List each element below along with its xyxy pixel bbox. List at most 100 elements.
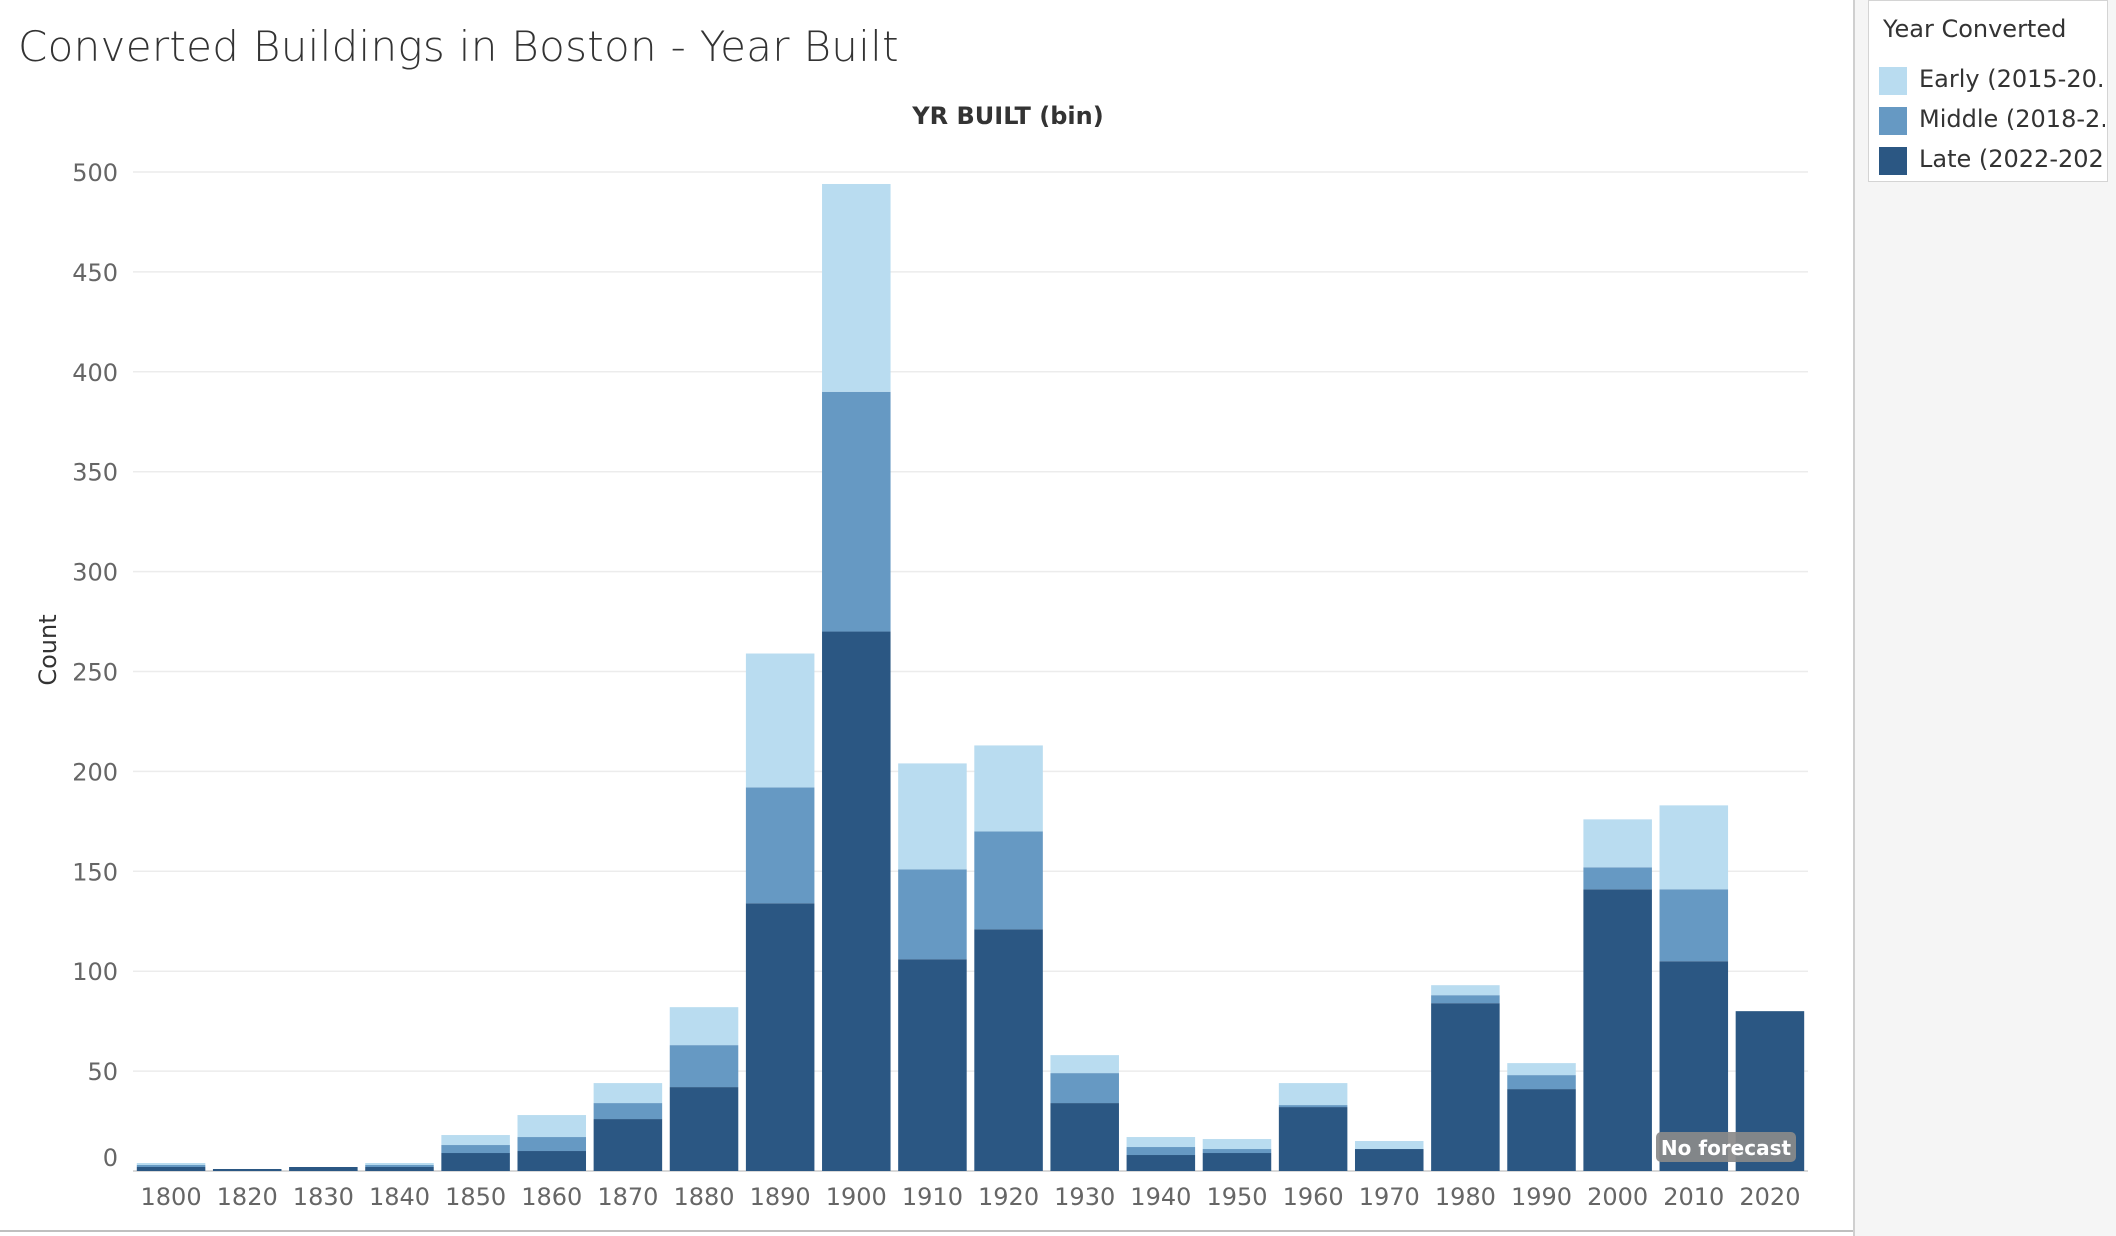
bar-segment[interactable] <box>365 1165 434 1168</box>
x-tick-label: 1950 <box>1206 1183 1267 1211</box>
bar-segment[interactable] <box>593 1083 663 1104</box>
bar-segment[interactable] <box>1050 1055 1119 1074</box>
bar-segment[interactable] <box>136 1165 206 1168</box>
bar-segment[interactable] <box>136 1163 206 1166</box>
bar-segment[interactable] <box>1583 889 1652 1171</box>
bar-segment[interactable] <box>1659 889 1729 962</box>
y-tick-label: 100 <box>72 958 118 986</box>
bar-segment[interactable] <box>974 831 1043 930</box>
x-tick-label: 2010 <box>1663 1183 1724 1211</box>
bar-segment[interactable] <box>669 1087 739 1171</box>
bar-segment[interactable] <box>898 869 967 960</box>
bar-segment[interactable] <box>1431 985 1500 996</box>
bar-segment[interactable] <box>517 1137 587 1152</box>
x-tick-label: 1860 <box>521 1183 582 1211</box>
bar-segment[interactable] <box>974 745 1043 832</box>
bar-segment[interactable] <box>974 929 1043 1171</box>
bar-segment[interactable] <box>1278 1083 1348 1106</box>
bar-segment[interactable] <box>745 903 815 1171</box>
y-tick-label: 0 <box>103 1144 118 1172</box>
bar-segment[interactable] <box>1431 995 1500 1004</box>
bar-segment[interactable] <box>1278 1105 1348 1108</box>
y-tick-label: 500 <box>72 159 118 187</box>
bar-segment[interactable] <box>898 763 967 870</box>
x-tick-label: 1880 <box>673 1183 734 1211</box>
bar-segment[interactable] <box>365 1167 434 1171</box>
x-tick-label: 1960 <box>1283 1183 1344 1211</box>
bar-segment[interactable] <box>441 1145 510 1154</box>
x-tick-label: 1970 <box>1359 1183 1420 1211</box>
bar-segment[interactable] <box>517 1115 587 1138</box>
bar-segment[interactable] <box>1507 1089 1576 1171</box>
bar-segment[interactable] <box>1202 1139 1272 1150</box>
legend-title: Year Converted <box>1883 15 2067 43</box>
x-tick-label: 1920 <box>978 1183 1039 1211</box>
x-tick-label: 1890 <box>750 1183 811 1211</box>
bar-segment[interactable] <box>1278 1107 1348 1171</box>
forecast-badge-label: No forecast <box>1661 1136 1792 1160</box>
color-legend: Year Converted Early (2015-20.. Middle (… <box>1868 0 2108 182</box>
legend-swatch-late <box>1879 147 1907 175</box>
x-tick-label: 1870 <box>597 1183 658 1211</box>
y-tick-label: 250 <box>72 659 118 687</box>
bar-segment[interactable] <box>745 787 815 904</box>
chart-title: Converted Buildings in Boston - Year Bui… <box>18 22 899 71</box>
bar-segment[interactable] <box>1583 867 1652 890</box>
chart-bottom-border <box>0 1230 1853 1232</box>
bar-segment[interactable] <box>669 1007 739 1046</box>
bar-segment[interactable] <box>822 183 891 392</box>
bar-segment[interactable] <box>1126 1147 1196 1156</box>
bar-segment[interactable] <box>441 1153 510 1171</box>
legend-panel-background <box>1853 0 2116 1236</box>
x-tick-label: 1940 <box>1130 1183 1191 1211</box>
x-tick-label: 1900 <box>826 1183 887 1211</box>
x-tick-label: 1830 <box>293 1183 354 1211</box>
bar-segment[interactable] <box>517 1151 587 1171</box>
legend-swatch-early <box>1879 67 1907 95</box>
legend-item-late[interactable]: Late (2022-202.. <box>1879 143 2107 177</box>
bar-segment[interactable] <box>441 1135 510 1146</box>
bar-segment[interactable] <box>1202 1153 1272 1171</box>
bar-segment[interactable] <box>365 1163 434 1166</box>
bar-segment[interactable] <box>136 1167 206 1171</box>
legend-swatch-middle <box>1879 107 1907 135</box>
y-tick-label: 200 <box>72 758 118 786</box>
bar-segment[interactable] <box>1354 1141 1424 1150</box>
bar-segment[interactable] <box>745 653 815 788</box>
x-tick-label: 1980 <box>1435 1183 1496 1211</box>
legend-item-middle[interactable]: Middle (2018-2.. <box>1879 103 2107 137</box>
y-tick-label: 300 <box>72 559 118 587</box>
bar-segment[interactable] <box>1354 1149 1424 1171</box>
bar-segment[interactable] <box>1583 819 1652 868</box>
y-tick-label: 450 <box>72 259 118 287</box>
bar-segment[interactable] <box>289 1167 358 1171</box>
y-tick-label: 50 <box>87 1058 118 1086</box>
bar-segment[interactable] <box>1126 1155 1196 1171</box>
y-tick-label: 400 <box>72 359 118 387</box>
bar-segment[interactable] <box>593 1119 663 1171</box>
legend-item-early[interactable]: Early (2015-20.. <box>1879 63 2107 97</box>
bar-segment[interactable] <box>1507 1075 1576 1090</box>
bar-segment[interactable] <box>1050 1073 1119 1104</box>
bar-segment[interactable] <box>593 1103 663 1120</box>
bar-chart: 0 50 100 150 200 250 300 350 400 450 500 Count YR BU… <box>34 102 1808 1211</box>
x-tick-label: 1840 <box>369 1183 430 1211</box>
bar-segment[interactable] <box>1050 1103 1119 1171</box>
x-tick-label: 1850 <box>445 1183 506 1211</box>
bar-segment[interactable] <box>822 391 891 632</box>
bar-segment[interactable] <box>1507 1063 1576 1076</box>
bar-segment[interactable] <box>1126 1137 1196 1148</box>
x-tick-label: 1800 <box>141 1183 202 1211</box>
x-tick-label: 1930 <box>1054 1183 1115 1211</box>
bar-segment[interactable] <box>1659 805 1729 890</box>
bar-segment[interactable] <box>212 1169 282 1171</box>
bar-segment[interactable] <box>669 1045 739 1088</box>
bar-segment[interactable] <box>898 959 967 1171</box>
bar-segment[interactable] <box>1431 1003 1500 1171</box>
x-tick-label: 2000 <box>1587 1183 1648 1211</box>
bar-segment[interactable] <box>822 631 891 1171</box>
legend-label-late: Late (2022-202.. <box>1919 145 2105 173</box>
y-tick-label: 350 <box>72 459 118 487</box>
legend-label-early: Early (2015-20.. <box>1919 65 2105 93</box>
bar-segment[interactable] <box>1202 1149 1272 1154</box>
